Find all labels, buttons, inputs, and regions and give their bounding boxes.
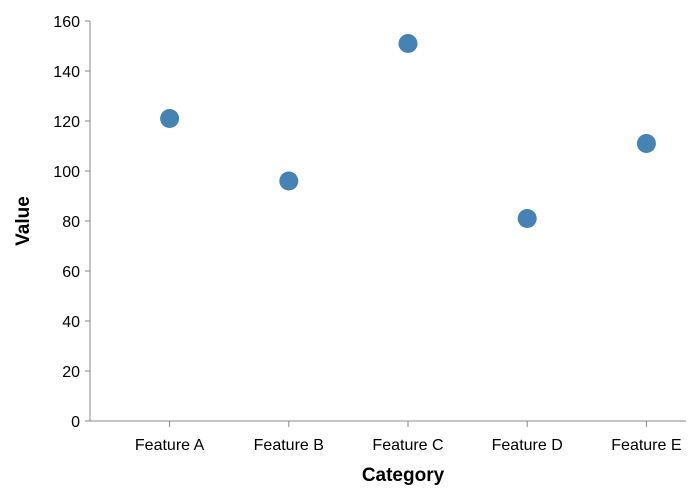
y-tick-label: 60 bbox=[62, 264, 80, 281]
x-tick-label: Feature A bbox=[135, 437, 205, 454]
x-axis-title: Category bbox=[362, 465, 445, 486]
y-axis-title: Value bbox=[13, 196, 34, 246]
y-tick-label: 20 bbox=[62, 364, 80, 381]
y-tick-label: 0 bbox=[71, 414, 80, 431]
x-tick-label: Feature D bbox=[492, 437, 563, 454]
x-tick-label: Feature C bbox=[372, 437, 443, 454]
y-tick-label: 140 bbox=[53, 64, 80, 81]
y-tick-label: 40 bbox=[62, 314, 80, 331]
data-point bbox=[636, 134, 656, 153]
y-tick-label: 100 bbox=[53, 164, 80, 181]
data-point bbox=[160, 109, 180, 128]
x-axis: Feature A Feature B Feature C Feature D Feat… bbox=[90, 420, 686, 454]
y-tick-label: 80 bbox=[62, 214, 80, 231]
x-tick-label: Feature E bbox=[611, 437, 681, 454]
y-tick-label: 160 bbox=[53, 14, 80, 31]
data-points bbox=[160, 34, 656, 228]
data-point bbox=[398, 34, 418, 53]
x-tick-label: Feature B bbox=[254, 437, 324, 454]
data-point bbox=[517, 209, 537, 228]
data-point bbox=[279, 171, 299, 191]
y-axis: 0 20 40 60 80 100 120 140 160 bbox=[53, 14, 91, 431]
y-tick-label: 120 bbox=[53, 114, 80, 131]
